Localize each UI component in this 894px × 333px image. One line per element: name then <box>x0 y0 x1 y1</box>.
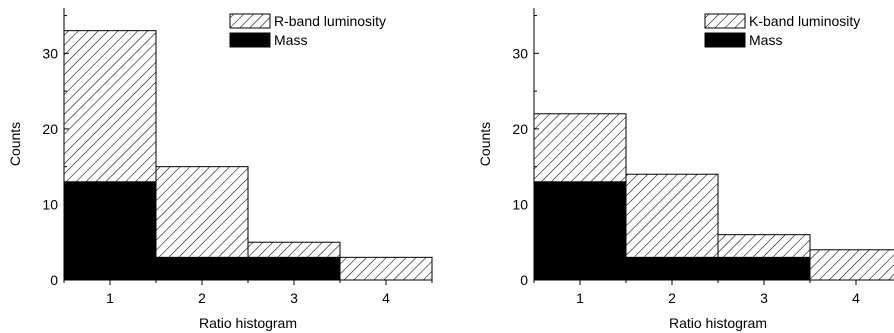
legend-label: Mass <box>274 32 307 48</box>
bar-hatched-4 <box>809 249 894 281</box>
bar-solid-2 <box>625 256 719 281</box>
bar-solid-1 <box>63 181 157 281</box>
x-axis-title: Ratio histogram <box>199 315 297 331</box>
y-tick-label: 10 <box>512 196 528 212</box>
chart-panel-1: 0 10 20 30 1 2 3 4 Ratio histogram Counts R-band l… <box>7 8 433 331</box>
bar-solid-3 <box>247 256 341 281</box>
y-axis-title: Counts <box>477 122 493 166</box>
bar-solid-1 <box>533 181 627 281</box>
legend-label: R-band luminosity <box>274 13 386 29</box>
legend-label: K-band luminosity <box>749 13 860 29</box>
bar-solid-2 <box>155 256 249 281</box>
legend-label: Mass <box>749 32 782 48</box>
x-axis-title: Ratio histogram <box>669 315 767 331</box>
legend-swatch-hatched <box>704 13 746 29</box>
x-tick-label: 3 <box>760 290 768 306</box>
chart-panel-2: 0 10 20 30 1 2 3 4 Ratio histogram Counts K-band l… <box>477 8 894 331</box>
y-tick-label: 30 <box>42 45 58 61</box>
x-tick-label: 4 <box>382 290 390 306</box>
legend-swatch-hatched <box>229 13 271 29</box>
x-tick-label: 1 <box>576 290 584 306</box>
y-tick-label: 20 <box>42 121 58 137</box>
x-tick-label: 1 <box>106 290 114 306</box>
bar-hatched-4 <box>339 256 433 281</box>
y-tick-label: 0 <box>520 272 528 288</box>
y-tick-label: 30 <box>512 45 528 61</box>
y-tick-label: 20 <box>512 121 528 137</box>
y-tick-label: 10 <box>42 196 58 212</box>
x-tick-label: 3 <box>290 290 298 306</box>
x-tick-label: 4 <box>852 290 860 306</box>
x-tick-label: 2 <box>198 290 206 306</box>
bar-solid-3 <box>717 256 811 281</box>
legend-swatch-solid <box>229 32 271 48</box>
y-tick-label: 0 <box>50 272 58 288</box>
legend-swatch-solid <box>704 32 746 48</box>
y-axis-title: Counts <box>7 122 23 166</box>
x-tick-label: 2 <box>668 290 676 306</box>
